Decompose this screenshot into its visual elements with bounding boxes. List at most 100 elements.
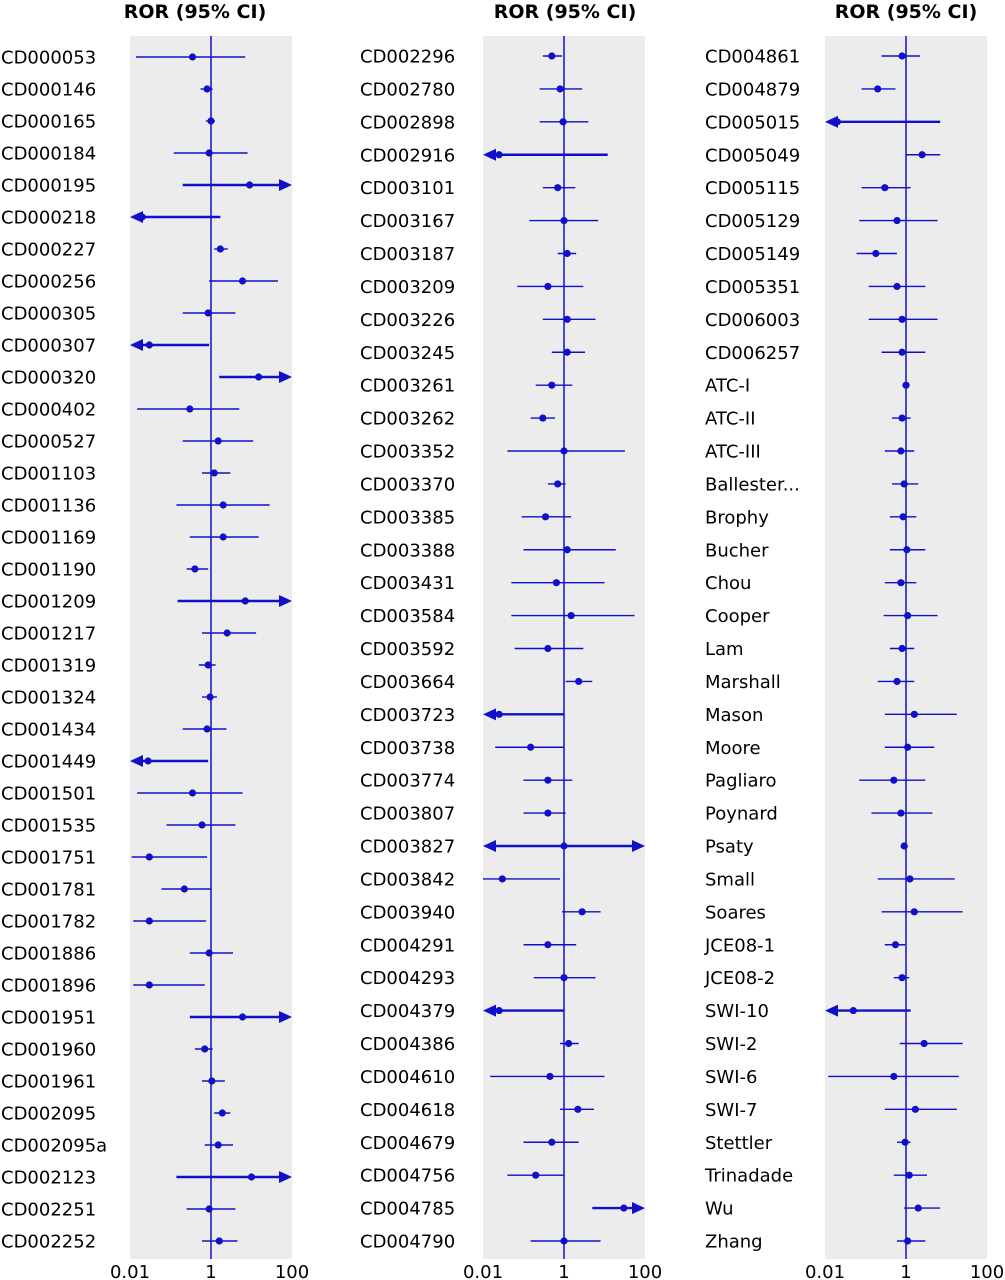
point-estimate bbox=[138, 213, 146, 221]
point-estimate bbox=[546, 1072, 554, 1081]
study-label: SWI-10 bbox=[705, 1001, 769, 1022]
point-estimate bbox=[849, 1006, 857, 1015]
point-estimate bbox=[891, 941, 900, 949]
point-estimate bbox=[897, 809, 905, 817]
study-label: CD001951 bbox=[1, 1008, 96, 1029]
point-estimate bbox=[552, 579, 561, 587]
forest-panel-1: ROR (95% CI) 0.01 1 100 CD000053 CD000146 CD00… bbox=[1, 1, 309, 1280]
study-label: CD003738 bbox=[360, 738, 455, 759]
study-label: CD000184 bbox=[1, 144, 96, 165]
study-label: Chou bbox=[705, 573, 751, 594]
point-estimate bbox=[198, 821, 206, 829]
study-label: CD000227 bbox=[1, 240, 96, 261]
study-row: Moore bbox=[705, 738, 935, 759]
study-row: CD000053 bbox=[1, 48, 246, 69]
study-row: CD002095 bbox=[1, 1104, 231, 1125]
study-label: CD000527 bbox=[1, 432, 96, 453]
study-row: CD001781 bbox=[1, 880, 211, 901]
study-row: CD001136 bbox=[1, 496, 270, 517]
point-estimate bbox=[898, 644, 906, 653]
study-row: CD001324 bbox=[1, 688, 217, 709]
study-row: JCE08-2 bbox=[704, 968, 910, 989]
point-estimate bbox=[904, 611, 912, 620]
study-label: CD002780 bbox=[360, 79, 455, 100]
study-row: CD003352 bbox=[360, 442, 625, 463]
study-row: Poynard bbox=[705, 804, 933, 825]
study-label: CD005115 bbox=[705, 178, 800, 199]
point-estimate bbox=[900, 842, 908, 850]
study-row: Chou bbox=[705, 573, 917, 594]
ci-upper-arrow bbox=[279, 1171, 292, 1183]
study-label: CD004790 bbox=[360, 1232, 455, 1253]
point-estimate bbox=[563, 348, 571, 356]
study-label: CD004861 bbox=[705, 47, 800, 68]
x-tick-label: 0.01 bbox=[463, 1262, 503, 1280]
study-row: CD003827 bbox=[360, 837, 645, 858]
study-label: CD005129 bbox=[705, 211, 800, 232]
study-row: CD000165 bbox=[1, 112, 215, 133]
point-estimate bbox=[893, 282, 901, 291]
point-estimate bbox=[214, 1141, 222, 1149]
ci-lower-arrow bbox=[130, 755, 143, 767]
point-estimate bbox=[560, 216, 568, 225]
point-estimate bbox=[560, 842, 568, 850]
study-row: CD001103 bbox=[1, 464, 231, 485]
study-label: CD001960 bbox=[1, 1040, 96, 1061]
study-row: CD000402 bbox=[1, 400, 240, 421]
study-row: CD001209 bbox=[1, 592, 292, 613]
point-estimate bbox=[906, 875, 914, 883]
study-row: CD000218 bbox=[1, 208, 221, 229]
study-row: CD003209 bbox=[360, 277, 584, 298]
study-row: CD004293 bbox=[360, 968, 596, 989]
study-row: CD003723 bbox=[360, 705, 564, 726]
point-estimate bbox=[911, 1105, 919, 1113]
study-row: CD001217 bbox=[1, 624, 257, 645]
point-estimate bbox=[208, 1077, 216, 1085]
point-estimate bbox=[219, 533, 227, 541]
point-estimate bbox=[904, 1237, 912, 1245]
study-row: CD001961 bbox=[1, 1072, 225, 1093]
point-estimate bbox=[563, 249, 571, 258]
point-estimate bbox=[246, 181, 254, 189]
study-row: CD002123 bbox=[1, 1168, 292, 1189]
study-label: CD003187 bbox=[360, 244, 455, 265]
study-row: CD004610 bbox=[360, 1067, 605, 1088]
study-label: JCE08-2 bbox=[704, 968, 775, 989]
study-label: CD003774 bbox=[360, 771, 455, 792]
point-estimate bbox=[544, 776, 552, 784]
study-label: CD001217 bbox=[1, 624, 96, 645]
study-label: CD000218 bbox=[1, 208, 96, 229]
point-estimate bbox=[914, 1204, 922, 1212]
point-estimate bbox=[905, 1171, 913, 1179]
point-estimate bbox=[560, 447, 568, 455]
study-label: CD003262 bbox=[360, 409, 455, 430]
study-row: Bucher bbox=[705, 540, 926, 561]
study-row: CD002095a bbox=[1, 1136, 234, 1157]
study-label: CD006257 bbox=[705, 343, 800, 364]
study-row: CD001169 bbox=[1, 528, 259, 549]
ci-upper-arrow bbox=[279, 595, 292, 607]
point-estimate bbox=[247, 1173, 256, 1181]
study-row: CD002898 bbox=[360, 112, 589, 133]
ci-upper-arrow bbox=[279, 371, 292, 383]
study-label: CD004879 bbox=[705, 79, 800, 100]
study-row: CD000305 bbox=[1, 304, 236, 325]
point-estimate bbox=[578, 908, 586, 916]
study-label: JCE08-1 bbox=[704, 935, 775, 956]
point-estimate bbox=[204, 661, 212, 669]
study-row: SWI-10 bbox=[705, 1001, 911, 1022]
study-row: CD000195 bbox=[1, 176, 292, 197]
ci-lower-arrow bbox=[483, 840, 496, 852]
point-estimate bbox=[903, 546, 911, 554]
study-label: CD000256 bbox=[1, 272, 96, 293]
point-estimate bbox=[898, 348, 906, 356]
study-label: CD001449 bbox=[1, 752, 96, 773]
study-label: Pagliaro bbox=[705, 771, 777, 792]
ci-lower-arrow bbox=[130, 339, 143, 351]
point-estimate bbox=[910, 908, 918, 916]
point-estimate bbox=[527, 743, 535, 751]
study-row: Wu bbox=[705, 1199, 941, 1220]
point-estimate bbox=[145, 917, 153, 925]
point-estimate bbox=[218, 1109, 226, 1117]
study-label: CD005149 bbox=[705, 244, 800, 265]
